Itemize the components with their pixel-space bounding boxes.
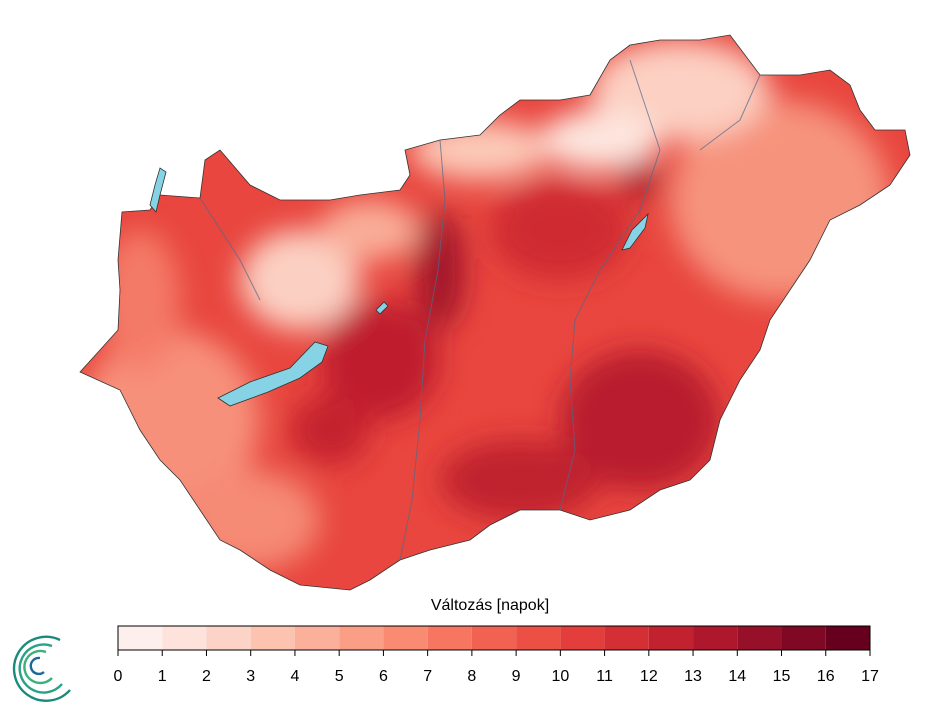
color-bin <box>383 626 428 650</box>
tick-label: 4 <box>290 668 299 685</box>
tick-label: 14 <box>728 668 746 685</box>
color-bin <box>693 626 738 650</box>
lakes <box>149 167 649 407</box>
tick-label: 15 <box>773 668 791 685</box>
tick-label: 16 <box>817 668 835 685</box>
heat-map <box>80 35 910 590</box>
tick-label: 11 <box>596 668 613 685</box>
tick-label: 6 <box>379 668 388 685</box>
tick-label: 0 <box>114 668 123 685</box>
tick-label: 17 <box>861 668 879 685</box>
color-bin <box>471 626 517 650</box>
color-bin <box>206 626 251 650</box>
color-bin <box>427 626 472 650</box>
legend-title: Változás [napok] <box>431 597 549 614</box>
color-bin <box>737 626 782 650</box>
color-bin <box>294 626 340 650</box>
tick-label: 7 <box>423 668 432 685</box>
color-bin <box>560 626 605 650</box>
color-bin <box>118 626 163 650</box>
tick-label: 8 <box>467 668 476 685</box>
color-bin <box>781 626 826 650</box>
color-bin <box>825 626 870 650</box>
color-bin <box>339 626 384 650</box>
color-bin <box>250 626 295 650</box>
tick-label: 3 <box>246 668 255 685</box>
tick-label: 5 <box>335 668 344 685</box>
color-bin <box>516 626 561 650</box>
tick-label: 13 <box>684 668 702 685</box>
colorbar: 0 1 2 3 4 5 6 7 8 9 10 11 12 13 14 15 16 17 <box>114 625 879 685</box>
color-bin <box>648 626 694 650</box>
colorbar-frame <box>117 625 871 651</box>
rivers <box>199 59 761 561</box>
tick-label: 10 <box>551 668 569 685</box>
tick-label: 2 <box>202 668 211 685</box>
tick-label: 1 <box>158 668 167 685</box>
color-bin <box>604 626 649 650</box>
tick-label: 9 <box>512 668 521 685</box>
logo <box>12 635 71 702</box>
tick-label: 12 <box>640 668 658 685</box>
color-bin <box>162 626 207 650</box>
